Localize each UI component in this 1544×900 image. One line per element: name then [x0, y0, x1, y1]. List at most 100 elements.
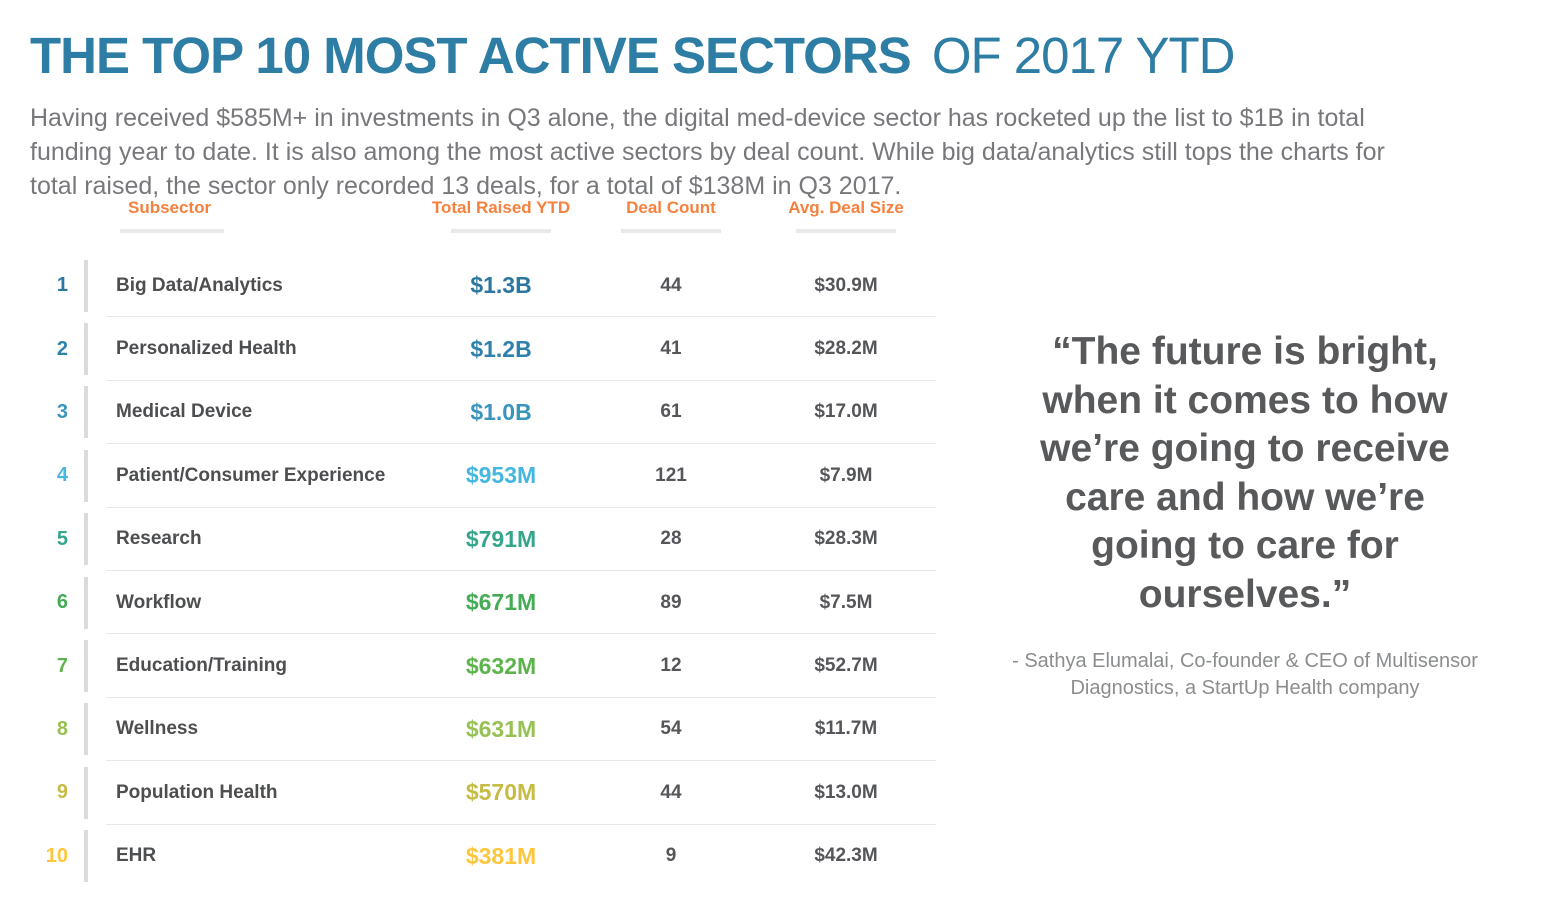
rank-separator-bar [84, 323, 88, 376]
table-header-row: Subsector Total Raised YTD Deal Count Av… [30, 196, 936, 254]
avg-deal-size-value: $17.0M [814, 401, 878, 423]
subsector-name: Personalized Health [116, 338, 297, 360]
rank-number: 3 [56, 400, 68, 423]
page-title-suffix: OF 2017 YTD [931, 27, 1236, 84]
column-header-total-raised: Total Raised YTD [416, 196, 586, 233]
page-title-main: THE TOP 10 MOST ACTIVE SECTORS [30, 27, 912, 84]
total-raised-value: $953M [465, 462, 537, 489]
column-header-label: Avg. Deal Size [788, 198, 904, 217]
total-raised-value: $631M [465, 715, 537, 742]
subsector-name: EHR [116, 845, 157, 867]
total-raised-value: $632M [465, 652, 537, 679]
subsector-name: Wellness [116, 718, 199, 740]
rank-separator-bar [84, 386, 88, 439]
deal-count-value: 121 [655, 464, 687, 486]
rank-separator [72, 386, 116, 439]
total-raised-value: $570M [465, 779, 537, 806]
subsector-name: Big Data/Analytics [116, 274, 283, 296]
total-raised-value: $1.3B [470, 272, 532, 299]
table-row: 4 Patient/Consumer Experience $953M 121 … [30, 444, 936, 508]
total-raised-value: $791M [465, 525, 537, 552]
column-header-label: Subsector [128, 198, 212, 217]
quote-attribution: - Sathya Elumalai, Co-founder & CEO of M… [985, 648, 1505, 702]
rank-number: 9 [56, 781, 68, 804]
quote-attribution-line: Diagnostics, a StartUp Health company [1070, 677, 1420, 699]
column-header-avg-deal-size: Avg. Deal Size [756, 196, 936, 233]
rank-separator [72, 323, 116, 376]
column-header-label: Total Raised YTD [431, 198, 571, 217]
rank-separator-bar [84, 830, 88, 883]
intro-line: funding year to date. It is also among t… [30, 138, 1385, 166]
table-row: 8 Wellness $631M 54 $11.7M [30, 698, 936, 762]
avg-deal-size-value: $42.3M [814, 845, 878, 867]
table-row: 1 Big Data/Analytics $1.3B 44 $30.9M [30, 254, 936, 318]
rank-number: 2 [56, 337, 68, 360]
rank-number: 8 [56, 717, 68, 740]
column-header-label: Deal Count [626, 198, 716, 217]
table-row: 6 Workflow $671M 89 $7.5M [30, 571, 936, 635]
table-row: 3 Medical Device $1.0B 61 $17.0M [30, 381, 936, 445]
pull-quote-line: care and how we’re [1065, 475, 1425, 519]
pull-quote-line: going to care for [1091, 524, 1399, 567]
rank-separator [72, 830, 116, 883]
total-raised-value: $381M [465, 842, 537, 869]
rank-separator [72, 703, 116, 756]
subsector-name: Population Health [116, 781, 278, 803]
rank-number: 5 [56, 527, 68, 550]
table-row: 5 Research $791M 28 $28.3M [30, 508, 936, 572]
deal-count-value: 61 [660, 401, 682, 423]
rank-separator-bar [84, 640, 88, 693]
deal-count-value: 12 [660, 655, 682, 677]
rank-separator-bar [84, 576, 88, 629]
subsector-name: Workflow [116, 591, 202, 613]
avg-deal-size-value: $7.9M [819, 464, 873, 486]
sectors-table: Subsector Total Raised YTD Deal Count Av… [30, 196, 936, 888]
rank-separator [72, 640, 116, 693]
avg-deal-size-value: $28.2M [814, 338, 878, 360]
deal-count-value: 44 [660, 274, 682, 296]
column-header-deal-count: Deal Count [586, 196, 756, 233]
rank-number: 4 [56, 464, 68, 487]
pull-quote-line: ourselves.” [1138, 572, 1352, 616]
rank-separator-bar [84, 766, 88, 819]
pull-quote-line: when it comes to how [1042, 378, 1448, 422]
rank-separator-bar [84, 449, 88, 502]
avg-deal-size-value: $52.7M [814, 655, 878, 677]
rank-separator [72, 766, 116, 819]
rank-separator [72, 576, 116, 629]
intro-line: total raised, the sector only recorded 1… [30, 172, 902, 200]
table-row: 10 EHR $381M 9 $42.3M [30, 825, 936, 888]
table-row: 2 Personalized Health $1.2B 41 $28.2M [30, 317, 936, 382]
page-title: THE TOP 10 MOST ACTIVE SECTORS OF 2017 Y… [30, 26, 1236, 85]
avg-deal-size-value: $28.3M [814, 528, 878, 550]
rank-number: 1 [56, 274, 68, 297]
header-underline [796, 229, 896, 233]
header-underline [451, 229, 551, 233]
table-row: 9 Population Health $570M 44 $13.0M [30, 761, 936, 825]
subsector-name: Education/Training [116, 655, 288, 677]
rank-number: 6 [56, 591, 68, 614]
subsector-name: Research [116, 528, 202, 550]
deal-count-value: 41 [660, 338, 682, 360]
rank-separator-bar [84, 703, 88, 756]
deal-count-value: 89 [660, 591, 682, 613]
total-raised-value: $1.2B [470, 335, 532, 362]
column-header-subsector: Subsector [116, 196, 416, 233]
header-underline [120, 229, 224, 233]
pull-quote-line: “The future is bright, [1052, 330, 1438, 373]
total-raised-value: $1.0B [470, 398, 532, 425]
avg-deal-size-value: $30.9M [814, 274, 878, 296]
intro-line: Having received $585M+ in investments in… [30, 104, 1365, 132]
rank-separator [72, 449, 116, 502]
intro-paragraph: Having received $585M+ in investments in… [30, 101, 1500, 203]
avg-deal-size-value: $11.7M [814, 718, 878, 740]
subsector-name: Patient/Consumer Experience [116, 464, 386, 486]
rank-number: 10 [45, 844, 68, 867]
deal-count-value: 28 [660, 528, 682, 550]
deal-count-value: 9 [665, 845, 677, 867]
avg-deal-size-value: $7.5M [819, 591, 873, 613]
rank-separator [72, 513, 116, 566]
avg-deal-size-value: $13.0M [814, 781, 878, 803]
rank-number: 7 [56, 654, 68, 677]
